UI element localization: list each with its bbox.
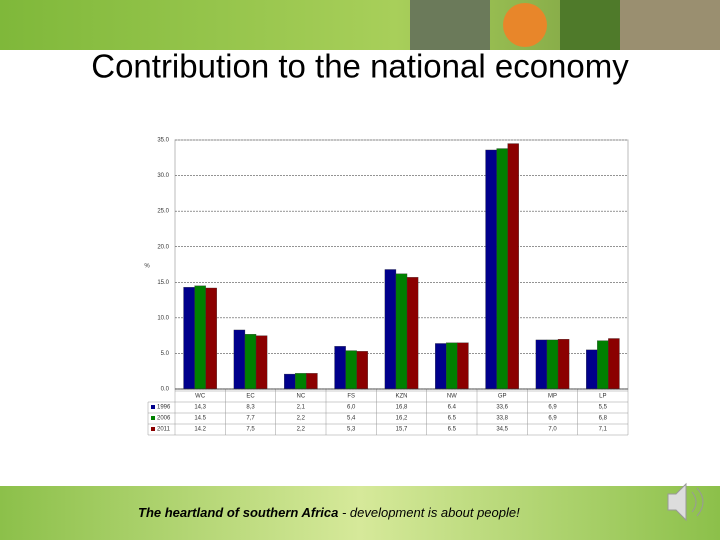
bar [395,273,408,390]
bar [255,335,268,390]
x-tick-label: MP [548,394,557,400]
bar [284,373,296,390]
x-tick-label: KZN [396,394,408,400]
table-value: 33,8 [496,416,508,422]
bar [586,349,598,390]
footer-rest: - development is about people! [338,505,520,520]
legend-label: 1996 [157,405,171,411]
footer-bold: The heartland of southern Africa [138,505,338,520]
y-tick-label: 35.0 [157,138,169,144]
bar [194,285,206,390]
table-value: 7,1 [599,427,608,433]
y-tick-label: 25.0 [157,209,169,215]
y-tick-label: 15.0 [157,280,169,286]
footer-band [0,486,720,540]
bar [546,339,559,390]
table-value: 6,9 [548,405,557,411]
table-value: 15,7 [396,427,408,433]
y-tick-label: 5.0 [161,351,170,357]
bar [384,269,397,390]
table-value: 5,5 [599,405,608,411]
table-value: 7,0 [548,427,557,433]
bar [446,342,458,390]
table-value: 6,0 [347,405,356,411]
x-tick-label: NW [447,394,457,400]
x-tick-label: FS [347,394,355,400]
bar [435,343,447,390]
bar [205,287,217,390]
table-value: 8,3 [246,405,255,411]
table-value: 16,8 [396,405,408,411]
table-value: 34,5 [496,427,508,433]
bar [496,148,508,390]
table-value: 2,2 [297,416,306,422]
table-value: 33,6 [496,405,508,411]
y-tick-label: 30.0 [157,173,169,179]
bar [608,338,620,390]
speaker-icon[interactable] [667,482,704,522]
table-value: 6.5 [448,416,457,422]
banner-photo [560,0,620,50]
bar [356,351,368,390]
x-tick-label: WC [195,394,206,400]
banner-photo [410,0,490,50]
table-value: 16,2 [396,416,408,422]
table-value: 2,1 [297,405,306,411]
bar [485,149,497,390]
table-value: 6.4 [448,405,457,411]
table-value: 5,4 [347,416,356,422]
bar [233,329,246,390]
table-value: 7,5 [246,427,255,433]
bar [306,373,318,390]
bar [334,346,346,390]
banner-photo [503,3,547,47]
bar [244,334,257,390]
x-tick-label: EC [246,394,255,400]
legend-label: 2011 [157,427,171,433]
chart: 0.0 5.0 10.0 15.0 20.0 25.0 30.0 35.0% WC EC NC FS K… [144,138,629,436]
x-tick-label: LP [599,394,606,400]
bar [345,350,357,390]
bar [406,277,419,390]
table-value: 2,2 [297,427,306,433]
bar [457,342,469,390]
table-value: 5,3 [347,427,356,433]
y-tick-label: 10.0 [157,315,169,321]
table-value: 6,9 [548,416,557,422]
y-axis-label: % [144,264,150,270]
table-value: 14.2 [194,427,206,433]
y-tick-label: 20.0 [157,244,169,250]
bar [597,340,609,390]
legend-label: 2006 [157,416,171,422]
x-tick-label: GP [498,394,507,400]
slide-title: Contribution to the national economy [91,48,629,85]
legend-swatch [151,405,155,409]
footer-text: The heartland of southern Africa - devel… [138,505,520,520]
legend-swatch [151,427,155,431]
y-tick-label: 0.0 [161,387,170,393]
banner-photo [620,0,720,50]
legend-swatch [151,416,155,420]
table-value: 6,8 [599,416,608,422]
table-value: 14.5 [194,416,206,422]
bar [295,373,307,390]
bar [557,339,570,390]
bar [535,339,548,390]
bar [507,143,519,390]
bar [183,287,195,390]
x-tick-label: NC [296,394,305,400]
table-value: 6.5 [448,427,457,433]
table-value: 14,3 [194,405,206,411]
table-value: 7,7 [246,416,255,422]
